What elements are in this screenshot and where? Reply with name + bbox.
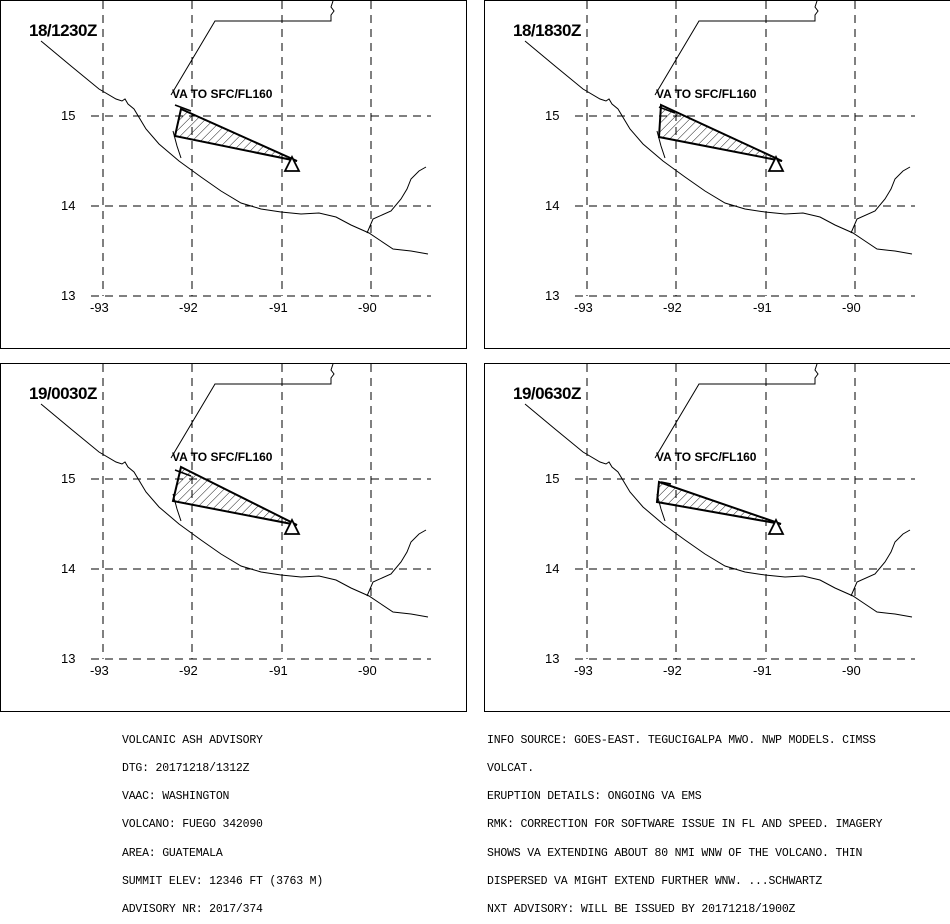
- va-altitude-label: VA TO SFC/FL160: [172, 87, 273, 101]
- lon-label-92: -92: [663, 663, 682, 678]
- advisory-line: AREA: GUATEMALA: [122, 846, 223, 860]
- advisory-line: VAAC: WASHINGTON: [122, 790, 230, 804]
- lon-label-92: -92: [179, 663, 198, 678]
- lon-label-90: -90: [358, 300, 377, 315]
- advisory-line: ADVISORY NR: 2017/374: [122, 903, 263, 917]
- map-panel-2: 18/1830Z VA TO SFC/FL160 15 14 13 -93 -9…: [484, 0, 950, 349]
- advisory-line: VOLCANIC ASH ADVISORY: [122, 733, 263, 747]
- lon-label-90: -90: [842, 663, 861, 678]
- ash-cloud-polygon: [657, 103, 783, 162]
- map-canvas-3: [40, 364, 431, 660]
- lat-label-14: 14: [61, 198, 76, 213]
- volcano-icon: [283, 517, 301, 535]
- lat-label-13: 13: [61, 651, 76, 666]
- lon-label-92: -92: [663, 300, 682, 315]
- lon-label-91: -91: [269, 300, 288, 315]
- map-panel-4: 19/0630Z VA TO SFC/FL160 15 14 13 -93 -9…: [484, 363, 950, 712]
- advisory-remarks-block: INFO SOURCE: GOES-EAST. TEGUCIGALPA MWO.…: [487, 717, 883, 924]
- va-altitude-label: VA TO SFC/FL160: [656, 87, 757, 101]
- map-canvas-2: [524, 1, 915, 297]
- lon-label-93: -93: [90, 300, 109, 315]
- advisory-line: SHOWS VA EXTENDING ABOUT 80 NMI WNW OF T…: [487, 846, 863, 860]
- lat-label-14: 14: [61, 561, 76, 576]
- lat-label-15: 15: [545, 471, 560, 486]
- ash-cloud-polygon: [173, 107, 298, 162]
- border-line: [850, 166, 911, 234]
- lon-label-93: -93: [574, 663, 593, 678]
- advisory-line: DISPERSED VA MIGHT EXTEND FURTHER WNW. .…: [487, 874, 823, 888]
- advisory-line: VOLCAT.: [487, 762, 534, 776]
- ash-cloud-polygon: [171, 465, 298, 526]
- map-canvas-4: [524, 364, 915, 660]
- lon-label-90: -90: [358, 663, 377, 678]
- advisory-line: DTG: 20171218/1312Z: [122, 762, 250, 776]
- panel-valid-time: 18/1830Z: [513, 21, 581, 40]
- advisory-header-block: VOLCANIC ASH ADVISORY DTG: 20171218/1312…: [122, 717, 323, 924]
- map-panel-3: 19/0030Z VA TO SFC/FL160 15 14 13 -93 -9…: [0, 363, 467, 712]
- lon-label-91: -91: [753, 663, 772, 678]
- lon-label-91: -91: [269, 663, 288, 678]
- va-altitude-label: VA TO SFC/FL160: [172, 450, 273, 464]
- ash-polygon-edge: [658, 106, 676, 114]
- border-line: [170, 364, 335, 459]
- border-line: [366, 166, 427, 234]
- lon-label-93: -93: [574, 300, 593, 315]
- ash-polygon-edge: [174, 469, 192, 477]
- border-line: [850, 529, 911, 597]
- panel-valid-time: 19/0630Z: [513, 384, 581, 403]
- lat-label-15: 15: [61, 471, 76, 486]
- lat-label-15: 15: [545, 108, 560, 123]
- lat-label-14: 14: [545, 198, 560, 213]
- advisory-line: SUMMIT ELEV: 12346 FT (3763 M): [122, 874, 324, 888]
- border-line: [654, 364, 819, 459]
- advisory-line: ERUPTION DETAILS: ONGOING VA EMS: [487, 790, 702, 804]
- coastline: [40, 40, 429, 255]
- map-panel-1: 18/1230Z VA TO SFC/FL160 15 14 13 -93 -9…: [0, 0, 467, 349]
- coastline: [524, 40, 913, 255]
- lon-label-92: -92: [179, 300, 198, 315]
- advisory-line: RMK: CORRECTION FOR SOFTWARE ISSUE IN FL…: [487, 818, 883, 832]
- border-line: [170, 1, 335, 96]
- volcano-icon: [767, 517, 785, 535]
- advisory-line: INFO SOURCE: GOES-EAST. TEGUCIGALPA MWO.…: [487, 733, 876, 747]
- lon-label-91: -91: [753, 300, 772, 315]
- volcano-icon: [283, 154, 301, 172]
- lat-label-13: 13: [545, 651, 560, 666]
- lat-label-15: 15: [61, 108, 76, 123]
- border-line: [366, 529, 427, 597]
- lon-label-90: -90: [842, 300, 861, 315]
- border-line: [654, 1, 819, 96]
- panel-valid-time: 19/0030Z: [29, 384, 97, 403]
- coastline: [40, 403, 429, 618]
- panel-valid-time: 18/1230Z: [29, 21, 97, 40]
- ash-polygon-edge: [660, 481, 672, 485]
- coastline: [524, 403, 913, 618]
- advisory-line: NXT ADVISORY: WILL BE ISSUED BY 20171218…: [487, 903, 796, 917]
- ash-cloud-polygon: [655, 480, 782, 525]
- advisory-line: VOLCANO: FUEGO 342090: [122, 818, 263, 832]
- map-canvas-1: [40, 1, 431, 297]
- ash-polygon-edge: [174, 104, 192, 112]
- va-altitude-label: VA TO SFC/FL160: [656, 450, 757, 464]
- volcano-icon: [767, 154, 785, 172]
- lon-label-93: -93: [90, 663, 109, 678]
- lat-label-14: 14: [545, 561, 560, 576]
- lat-label-13: 13: [61, 288, 76, 303]
- lat-label-13: 13: [545, 288, 560, 303]
